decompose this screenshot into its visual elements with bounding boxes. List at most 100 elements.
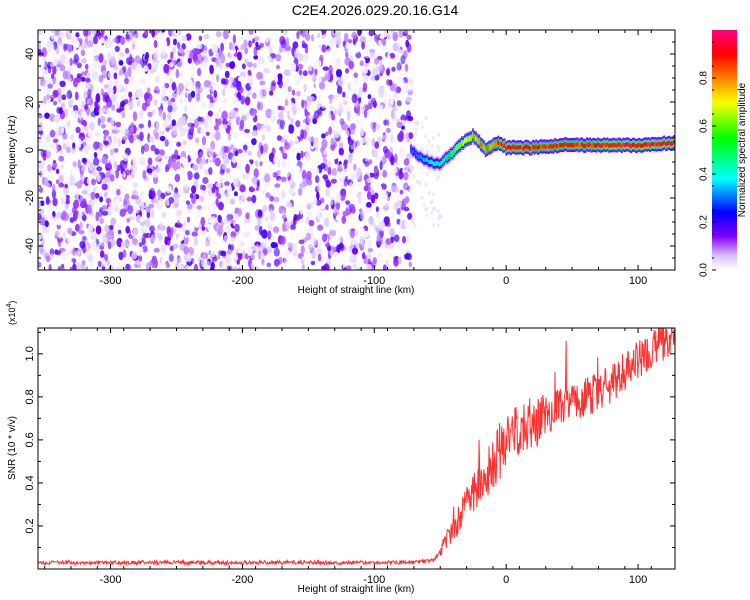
noise-cell	[215, 182, 222, 188]
noise-cell	[232, 266, 238, 270]
signal-cell	[508, 144, 511, 150]
noise-cell	[87, 129, 94, 138]
noise-cell	[437, 148, 441, 153]
noise-cell	[153, 61, 159, 70]
noise-cell	[310, 144, 315, 150]
noise-cell	[295, 120, 301, 128]
noise-cell	[120, 125, 126, 135]
signal-cell	[559, 143, 561, 148]
noise-cell	[134, 206, 140, 214]
noise-cell	[163, 155, 170, 161]
noise-cell	[352, 263, 358, 269]
noise-cell	[127, 67, 132, 77]
noise-cell	[96, 174, 101, 183]
noise-cell	[89, 56, 96, 62]
noise-cell	[328, 40, 334, 48]
noise-cell	[315, 80, 319, 87]
noise-cell	[139, 77, 146, 85]
noise-cell	[396, 100, 402, 107]
noise-cell	[72, 77, 79, 88]
noise-cell	[345, 130, 350, 138]
noise-cell	[405, 39, 410, 48]
noise-cell	[240, 230, 245, 239]
noise-cell	[141, 193, 145, 200]
signal-cell	[622, 142, 625, 147]
noise-cell	[45, 150, 51, 159]
noise-cell	[356, 267, 361, 270]
signal-cell	[522, 146, 525, 151]
noise-cell	[158, 197, 163, 207]
noise-cell	[436, 209, 440, 214]
noise-cell	[177, 61, 184, 68]
noise-cell	[379, 61, 383, 71]
noise-cell	[205, 260, 210, 267]
noise-cell	[84, 144, 89, 155]
noise-cell	[187, 208, 192, 214]
noise-cell	[331, 167, 337, 176]
noise-cell	[338, 147, 344, 156]
noise-cell	[83, 90, 87, 99]
noise-cell	[86, 193, 92, 201]
signal-cell	[446, 155, 449, 160]
noise-cell	[282, 133, 289, 141]
noise-cell	[385, 259, 389, 267]
noise-cell	[193, 236, 198, 247]
y-tick-label: 0.4	[24, 475, 36, 490]
noise-cell	[54, 30, 60, 37]
noise-cell	[221, 110, 228, 121]
noise-cell	[38, 261, 42, 268]
noise-cell	[429, 200, 433, 205]
noise-cell	[87, 253, 94, 262]
noise-cell	[331, 113, 336, 121]
noise-cell	[279, 119, 286, 130]
noise-cell	[97, 117, 101, 127]
noise-cell	[191, 147, 195, 157]
noise-cell	[159, 135, 166, 142]
noise-cell	[379, 34, 385, 40]
y-tick-label: -40	[24, 238, 36, 254]
noise-cell	[176, 263, 184, 270]
noise-cell	[262, 143, 268, 153]
noise-cell	[313, 196, 318, 207]
noise-cell	[286, 172, 290, 177]
noise-cell	[106, 97, 112, 108]
noise-cell	[232, 34, 237, 44]
noise-cell	[127, 75, 134, 84]
noise-cell	[390, 109, 395, 119]
noise-cell	[390, 185, 396, 193]
snr-x-axis: -300 -200 -100 0 100	[44, 328, 652, 586]
noise-cell	[38, 159, 45, 170]
spectrogram-y-axis: -40 -20 0 20 40	[24, 29, 675, 271]
noise-cell	[40, 79, 44, 87]
noise-cell	[193, 263, 199, 270]
noise-cell	[408, 261, 412, 268]
noise-cell	[298, 239, 305, 245]
noise-cell	[357, 138, 364, 148]
noise-cell	[406, 137, 410, 143]
noise-cell	[406, 253, 412, 261]
noise-cell	[219, 177, 224, 184]
noise-cell	[272, 226, 280, 234]
noise-cell	[132, 238, 138, 245]
noise-cell	[149, 225, 155, 232]
noise-cell	[390, 133, 394, 144]
noise-cell	[301, 99, 305, 109]
noise-cell	[403, 182, 409, 191]
signal-cell	[560, 142, 563, 148]
signal-cell	[449, 151, 452, 156]
noise-cell	[181, 35, 188, 42]
noise-cell	[72, 110, 79, 119]
x-tick-label: -200	[231, 574, 253, 586]
noise-cell	[108, 79, 112, 90]
noise-cell	[141, 102, 147, 112]
noise-cell	[201, 136, 207, 146]
noise-cell	[283, 257, 288, 268]
noise-cell	[368, 215, 374, 225]
noise-cell	[114, 207, 120, 213]
signal-cell	[647, 141, 650, 147]
noise-cell	[80, 44, 85, 50]
noise-cell	[358, 86, 363, 96]
noise-cell	[212, 257, 218, 262]
noise-cell	[359, 235, 364, 245]
noise-cell	[266, 111, 272, 118]
